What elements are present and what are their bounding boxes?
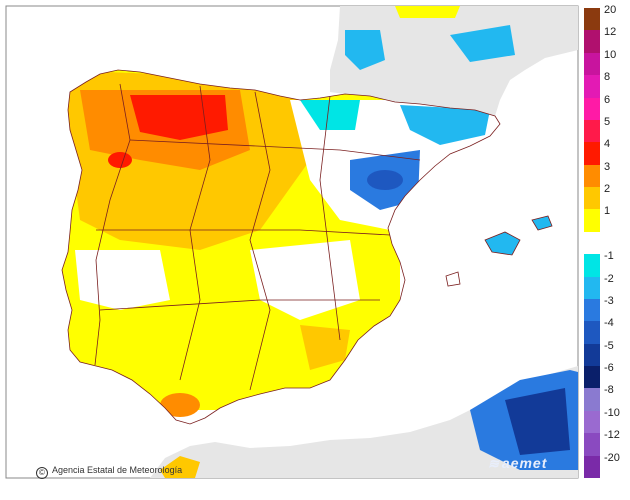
legend-label: 8 <box>604 71 611 84</box>
legend-swatch <box>584 164 600 188</box>
legend-label: -12 <box>604 429 620 442</box>
legend-swatch <box>584 433 600 457</box>
legend-swatch <box>584 142 600 166</box>
legend-label: -5 <box>604 339 614 352</box>
legend-swatch <box>584 119 600 143</box>
legend-label: 12 <box>604 26 617 39</box>
legend-swatch <box>584 231 600 255</box>
legend-swatch <box>584 321 600 345</box>
legend-label: 4 <box>604 138 611 151</box>
legend-label: -20 <box>604 451 620 464</box>
cold-field-1 <box>300 100 360 130</box>
legend-label: -6 <box>604 362 614 375</box>
anomaly-fields <box>62 70 500 417</box>
anomaly-map <box>5 5 579 479</box>
cold-core-africa <box>505 388 570 455</box>
legend-label: 3 <box>604 160 611 173</box>
mallorca-island <box>484 231 521 256</box>
warm-field-5 <box>300 325 350 370</box>
legend-label: -10 <box>604 406 620 419</box>
legend-label: -2 <box>604 272 614 285</box>
legend-label: 5 <box>604 115 611 128</box>
legend-swatch <box>584 298 600 322</box>
warm-field-4 <box>130 95 228 140</box>
ibiza-island <box>445 271 461 287</box>
warm-spot-2 <box>160 393 200 417</box>
legend-swatch <box>584 97 600 121</box>
legend-swatch <box>584 209 600 233</box>
legend-label: -3 <box>604 294 614 307</box>
cold-field-2 <box>400 105 490 145</box>
legend-label: 1 <box>604 205 611 218</box>
agency-credit: © Agencia Estatal de Meteorología <box>36 465 182 479</box>
legend-swatch <box>584 276 600 300</box>
legend-swatch <box>584 52 600 76</box>
menorca-island <box>531 215 553 231</box>
legend-label: 6 <box>604 93 611 106</box>
legend-label: -1 <box>604 250 614 263</box>
legend-label: 20 <box>604 4 617 16</box>
cold-spot-1 <box>367 170 403 190</box>
neutral-field-w <box>75 250 170 310</box>
legend-label: -4 <box>604 317 614 330</box>
warm-patch-africa <box>160 456 200 478</box>
legend-swatch <box>584 254 600 278</box>
warm-spot-1 <box>108 152 132 168</box>
agency-credit-text: Agencia Estatal de Meteorología <box>52 465 183 475</box>
legend-swatch <box>584 455 600 479</box>
legend-swatch <box>584 343 600 367</box>
copyright-icon: © <box>36 467 48 479</box>
africa-land <box>150 366 578 478</box>
cold-patch-alps <box>450 25 515 62</box>
legend-swatch <box>584 75 600 99</box>
legend-swatch <box>584 388 600 412</box>
legend-swatch <box>584 30 600 54</box>
legend-label: 2 <box>604 183 611 196</box>
legend-swatch <box>584 410 600 434</box>
color-legend: 20 12 10 8 6 5 4 3 2 1 -1 -2 -3 -4 -5 -6 -8 -10 -12 -20 <box>584 4 630 479</box>
legend-swatch <box>584 8 600 31</box>
region-borders <box>61 69 501 425</box>
cold-patch-pyrenees <box>345 30 385 70</box>
aemet-logo-icon: ≋ <box>488 456 500 471</box>
france-land <box>6 6 578 116</box>
aemet-logo-text: aemet <box>501 455 548 471</box>
legend-label: -8 <box>604 384 614 397</box>
aemet-logo: ≋ aemet <box>488 455 547 472</box>
legend-label: 10 <box>604 48 617 61</box>
legend-swatch <box>584 187 600 210</box>
legend-swatch <box>584 366 600 389</box>
warm-patch-france <box>395 6 460 18</box>
